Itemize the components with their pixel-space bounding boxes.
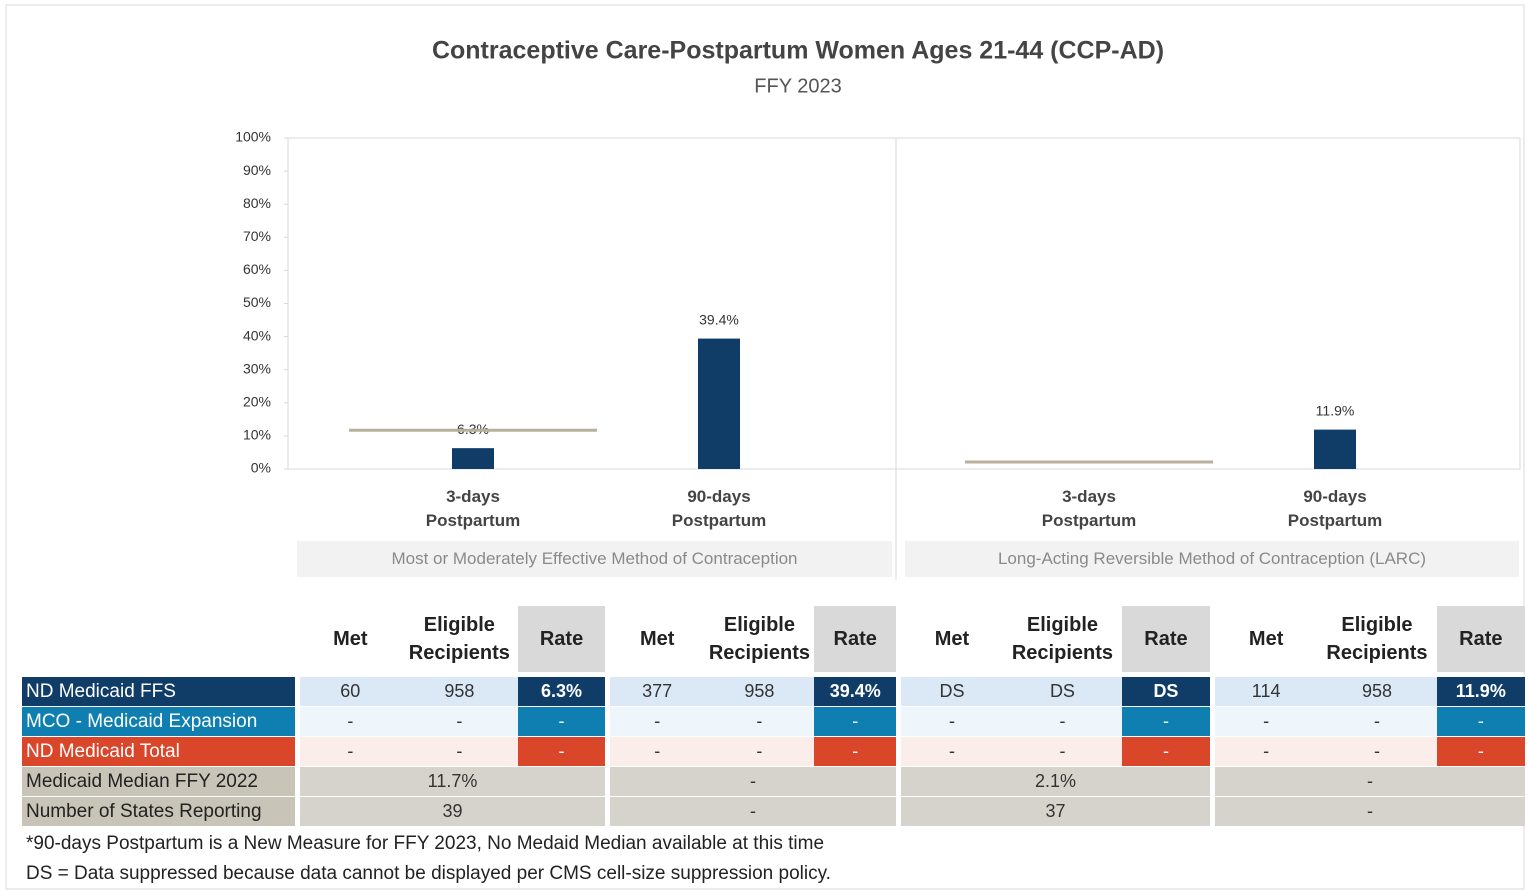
- row-label: ND Medicaid Total: [22, 737, 295, 766]
- column-header: Eligible Recipients: [704, 606, 815, 672]
- column-header: Rate: [518, 606, 605, 672]
- table-cell: -: [814, 707, 896, 736]
- table-cell: -: [814, 737, 896, 766]
- bar: [698, 338, 740, 469]
- table-cell: -: [1215, 767, 1525, 796]
- table-cell: -: [901, 707, 1003, 736]
- table-cell: -: [1121, 707, 1210, 736]
- row-label: ND Medicaid FFS: [22, 677, 295, 706]
- table-cell: -: [1002, 707, 1122, 736]
- data-label: 39.4%: [699, 311, 739, 327]
- column-header: Rate: [814, 606, 896, 672]
- table-cell: -: [1436, 707, 1525, 736]
- table-cell: 39: [300, 797, 605, 826]
- row-label: Number of States Reporting: [22, 797, 295, 826]
- footnote: *90-days Postpartum is a New Measure for…: [26, 833, 825, 854]
- table-cell: 2.1%: [901, 767, 1210, 796]
- table-cell: -: [300, 707, 401, 736]
- table-cell: -: [1317, 737, 1437, 766]
- y-tick-label: 50%: [243, 294, 271, 310]
- table-cell: 6.3%: [518, 677, 605, 706]
- group-label: Most or Moderately Effective Method of C…: [297, 541, 892, 577]
- column-header: Met: [610, 606, 705, 672]
- table-cell: -: [1215, 797, 1525, 826]
- table-cell: DS: [1002, 677, 1122, 706]
- table-cell: -: [1215, 707, 1318, 736]
- y-tick-label: 30%: [243, 360, 271, 376]
- column-header: Met: [300, 606, 401, 672]
- table-cell: -: [610, 767, 896, 796]
- row-label: Medicaid Median FFY 2022: [22, 767, 295, 796]
- y-tick-label: 10%: [243, 427, 271, 443]
- bar: [452, 448, 494, 469]
- column-header: Eligible Recipients: [400, 606, 519, 672]
- y-tick-label: 100%: [235, 129, 271, 145]
- column-header: Rate: [1436, 606, 1525, 672]
- chart-subtitle: FFY 2023: [754, 75, 841, 97]
- plot-area: [287, 137, 1521, 470]
- table-cell: -: [400, 707, 519, 736]
- column-header: Eligible Recipients: [1317, 606, 1437, 672]
- table-cell: DS: [901, 677, 1003, 706]
- y-tick-label: 90%: [243, 162, 271, 178]
- table-cell: 37: [901, 797, 1210, 826]
- table-cell: -: [901, 737, 1003, 766]
- table-cell: -: [704, 707, 815, 736]
- table-cell: -: [1121, 737, 1210, 766]
- table-cell: -: [1436, 737, 1525, 766]
- y-tick-label: 70%: [243, 228, 271, 244]
- table-cell: 958: [704, 677, 815, 706]
- x-tick-label: 3-days Postpartum: [1041, 487, 1137, 530]
- data-label: 11.9%: [1316, 402, 1355, 418]
- table-cell: -: [518, 737, 605, 766]
- table-cell: 958: [400, 677, 519, 706]
- column-header: Met: [901, 606, 1003, 672]
- table-cell: -: [610, 737, 705, 766]
- table-cell: 114: [1215, 677, 1318, 706]
- table-cell: 39.4%: [814, 677, 896, 706]
- x-tick-label: 90-days Postpartum: [671, 487, 767, 530]
- table-cell: 377: [610, 677, 705, 706]
- table-cell: 958: [1317, 677, 1437, 706]
- table-cell: 11.9%: [1436, 677, 1525, 706]
- table-cell: -: [704, 737, 815, 766]
- column-header: Rate: [1121, 606, 1210, 672]
- y-tick-label: 80%: [243, 195, 271, 211]
- frame: [5, 4, 1525, 890]
- table-cell: -: [1317, 707, 1437, 736]
- column-header: Met: [1215, 606, 1318, 672]
- table-cell: -: [400, 737, 519, 766]
- chart-title: Contraceptive Care-Postpartum Women Ages…: [432, 37, 1164, 65]
- y-tick-label: 0%: [251, 460, 271, 476]
- row-label: MCO - Medicaid Expansion: [22, 707, 295, 736]
- table-cell: -: [610, 707, 705, 736]
- table-cell: -: [610, 797, 896, 826]
- group-label: Long-Acting Reversible Method of Contrac…: [905, 541, 1519, 577]
- table-cell: -: [1002, 737, 1122, 766]
- footnote: DS = Data suppressed because data cannot…: [26, 863, 831, 884]
- table-cell: -: [300, 737, 401, 766]
- column-header: Eligible Recipients: [1002, 606, 1122, 672]
- table-cell: -: [518, 707, 605, 736]
- table-cell: -: [1215, 737, 1318, 766]
- table-cell: 60: [300, 677, 401, 706]
- y-tick-label: 60%: [243, 261, 271, 277]
- table-cell: DS: [1121, 677, 1210, 706]
- y-tick-label: 20%: [243, 394, 271, 410]
- x-tick-label: 90-days Postpartum: [1287, 487, 1383, 530]
- bar: [1314, 429, 1356, 469]
- y-tick-label: 40%: [243, 327, 271, 343]
- table-cell: 11.7%: [300, 767, 605, 796]
- x-tick-label: 3-days Postpartum: [425, 487, 521, 530]
